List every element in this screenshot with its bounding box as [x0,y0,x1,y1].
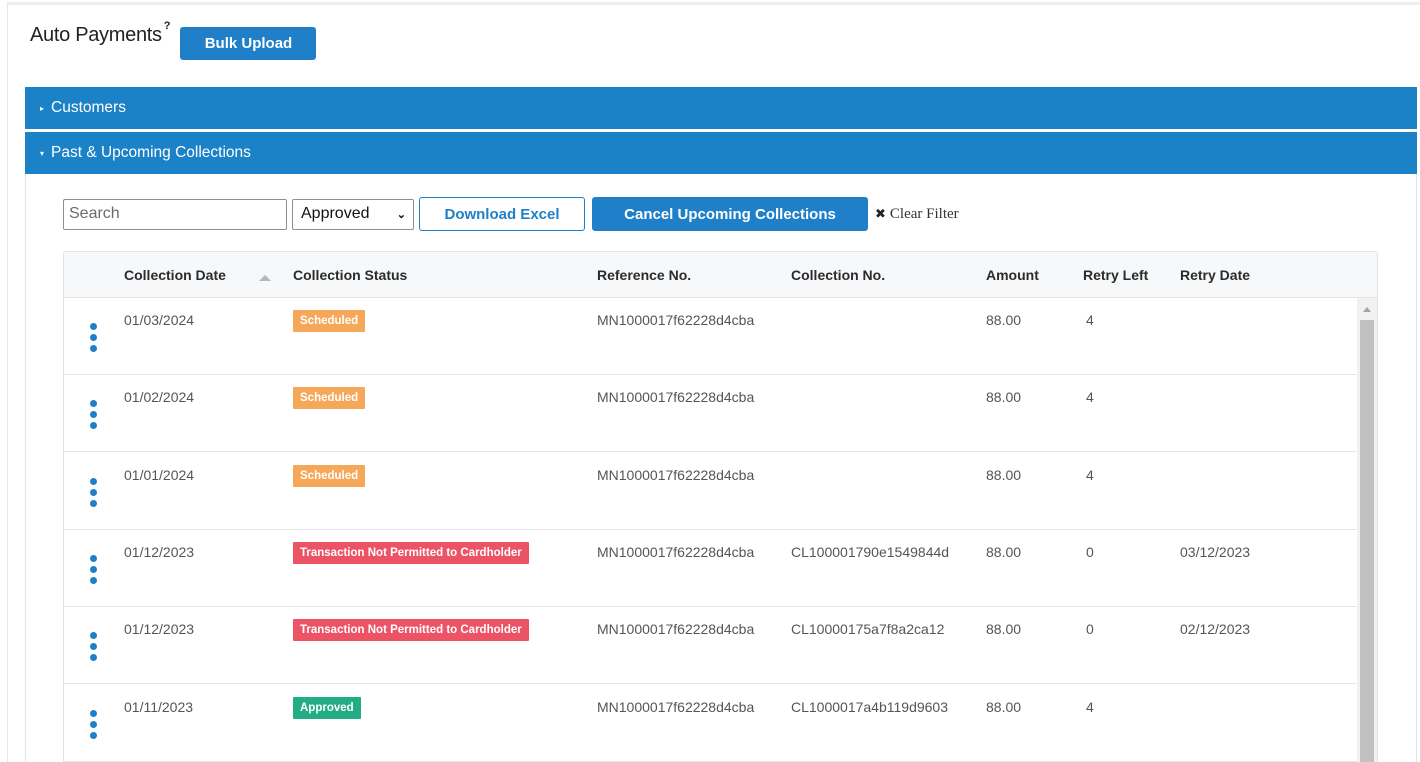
status-badge: Transaction Not Permitted to Cardholder [293,541,529,564]
cell-collection-date: 01/11/2023 [124,698,194,715]
help-icon[interactable]: ? [163,20,171,32]
customers-panel-header[interactable]: ▸ Customers [25,87,1417,129]
table-header: Collection Date Collection Status Refere… [64,252,1377,298]
bulk-upload-button[interactable]: Bulk Upload [180,27,317,60]
cancel-upcoming-collections-button[interactable]: Cancel Upcoming Collections [592,197,868,231]
page-frame [7,2,1420,762]
cell-retry-left: 4 [1086,389,1094,406]
cell-amount: 88.00 [986,466,1022,483]
cell-retry-left: 4 [1086,698,1094,715]
row-actions-menu-icon[interactable] [90,709,98,740]
cell-reference-no: MN1000017f62228d4cba [597,543,755,560]
caret-down-icon: ▾ [40,148,45,158]
row-actions-menu-icon[interactable] [90,477,98,508]
table-row[interactable]: 01/03/2024 Scheduled MN1000017f62228d4cba 8… [64,298,1357,375]
cell-collection-date: 01/12/2023 [124,621,195,638]
cell-collection-no: CL1000017a4b119d9603 [791,698,949,715]
row-actions-menu-icon[interactable] [90,632,98,662]
scrollbar-thumb[interactable] [1360,320,1374,762]
cell-reference-no: MN1000017f62228d4cba [597,698,755,715]
scroll-up-arrow-icon[interactable] [1363,307,1371,312]
cell-reference-no: MN1000017f62228d4cba [597,621,755,638]
search-input[interactable] [63,198,287,230]
status-badge: Transaction Not Permitted to Cardholder [293,619,529,642]
cell-amount: 88.00 [986,312,1022,328]
cell-retry-left: 0 [1086,543,1094,560]
cell-reference-no: MN1000017f62228d4cba [597,466,755,483]
collections-panel-header[interactable]: ▾ Past & Upcoming Collections [25,132,1417,174]
status-badge: Approved [293,696,361,719]
collections-toolbar: Approved ⌄ Download Excel Cancel Upcomin… [63,197,959,231]
page-header: Auto Payments ? Bulk Upload [30,20,317,60]
status-filter-select[interactable]: Approved ⌄ [292,198,414,230]
status-badge: Scheduled [293,464,366,487]
column-header-retry-date[interactable]: Retry Date [1180,267,1251,283]
caret-right-icon: ▸ [40,103,45,113]
cell-reference-no: MN1000017f62228d4cba [597,389,755,406]
cell-retry-left: 0 [1086,621,1094,638]
column-header-collection-no[interactable]: Collection No. [791,267,886,283]
cell-amount: 88.00 [986,621,1022,638]
cell-collection-no: CL10000175a7f8a2ca12 [791,621,945,638]
cell-collection-date: 01/01/2024 [124,466,195,483]
clear-filter-link[interactable]: ✖ Clear Filter [875,206,959,223]
column-header-reference-no[interactable]: Reference No. [597,267,692,283]
table-scrollbar[interactable] [1357,298,1377,762]
close-icon: ✖ [875,206,886,222]
table-row[interactable]: 01/12/2023 Transaction Not Permitted to C… [64,530,1357,607]
clear-filter-label: Clear Filter [889,205,959,222]
row-actions-menu-icon[interactable] [90,400,98,430]
table-row[interactable]: 01/01/2024 Scheduled MN1000017f62228d4cba 8… [64,453,1357,530]
page-title: Auto Payments [30,24,162,46]
download-excel-button[interactable]: Download Excel [419,197,585,231]
cell-collection-date: 01/03/2024 [124,312,195,328]
customers-panel-label: Customers [51,99,126,116]
cell-reference-no: MN1000017f62228d4cba [597,312,755,328]
cell-amount: 88.00 [986,543,1022,560]
status-badge: Scheduled [293,387,366,410]
collections-table: Collection Date Collection Status Refere… [63,251,1378,762]
sort-ascending-icon[interactable] [259,275,271,281]
row-actions-menu-icon[interactable] [90,323,98,353]
chevron-down-icon: ⌄ [396,208,406,221]
table-row[interactable]: 01/11/2023 Approved MN1000017f62228d4cba CL… [64,685,1357,762]
column-header-collection-status[interactable]: Collection Status [293,267,408,283]
cell-retry-date: 02/12/2023 [1180,621,1251,638]
cell-collection-no: CL100001790e1549844d [791,543,950,560]
cell-amount: 88.00 [986,389,1022,406]
cell-collection-date: 01/12/2023 [124,543,195,560]
table-row[interactable]: 01/12/2023 Transaction Not Permitted to C… [64,607,1357,685]
column-header-retry-left[interactable]: Retry Left [1083,267,1149,283]
cell-retry-left: 4 [1086,466,1094,483]
column-header-collection-date[interactable]: Collection Date [124,267,226,283]
status-badge: Scheduled [293,310,366,332]
cell-amount: 88.00 [986,698,1022,715]
cell-collection-date: 01/02/2024 [124,389,195,406]
row-actions-menu-icon[interactable] [90,554,98,585]
table-row[interactable]: 01/02/2024 Scheduled MN1000017f62228d4cba 8… [64,375,1357,453]
cell-retry-left: 4 [1086,312,1094,328]
column-header-amount[interactable]: Amount [986,267,1039,283]
cell-retry-date: 03/12/2023 [1180,543,1251,560]
collections-panel-label: Past & Upcoming Collections [51,144,251,161]
status-filter-value: Approved [301,205,370,222]
